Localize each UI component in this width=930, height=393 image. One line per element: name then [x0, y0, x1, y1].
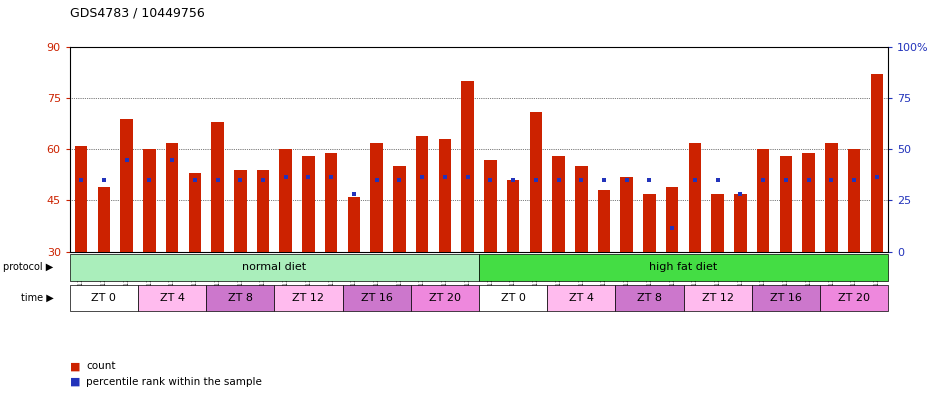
Bar	[484, 160, 497, 252]
Bar	[779, 156, 792, 252]
Bar	[751, 285, 820, 311]
Bar	[870, 74, 883, 252]
Bar	[416, 136, 429, 252]
Text: ■: ■	[70, 362, 80, 371]
Bar	[211, 122, 224, 252]
Text: high fat diet: high fat diet	[649, 263, 718, 272]
Text: ZT 12: ZT 12	[701, 293, 734, 303]
Text: ■: ■	[70, 377, 80, 387]
Bar	[598, 190, 610, 252]
Bar	[507, 180, 519, 252]
Bar	[257, 170, 269, 252]
Bar	[279, 149, 292, 252]
Bar	[684, 285, 751, 311]
Bar	[206, 285, 274, 311]
Bar	[848, 149, 860, 252]
Text: percentile rank within the sample: percentile rank within the sample	[86, 377, 262, 387]
Text: ZT 0: ZT 0	[500, 293, 525, 303]
Bar	[166, 143, 179, 252]
Bar	[70, 285, 138, 311]
Bar	[189, 173, 201, 252]
Bar	[143, 149, 155, 252]
Bar	[644, 194, 656, 252]
Bar	[74, 146, 87, 252]
Bar	[529, 112, 542, 252]
Bar	[411, 285, 479, 311]
Text: protocol ▶: protocol ▶	[3, 263, 53, 272]
Text: ZT 20: ZT 20	[838, 293, 870, 303]
Bar	[70, 254, 479, 281]
Bar	[370, 143, 383, 252]
Text: ZT 8: ZT 8	[228, 293, 253, 303]
Bar	[138, 285, 206, 311]
Bar	[825, 143, 838, 252]
Bar	[666, 187, 678, 252]
Text: ZT 4: ZT 4	[569, 293, 593, 303]
Bar	[757, 149, 769, 252]
Bar	[393, 166, 405, 252]
Text: ZT 0: ZT 0	[91, 293, 116, 303]
Text: ZT 16: ZT 16	[361, 293, 392, 303]
Bar	[120, 119, 133, 252]
Bar	[803, 153, 815, 252]
Bar	[461, 81, 473, 252]
Bar	[688, 143, 701, 252]
Text: time ▶: time ▶	[20, 293, 53, 303]
Bar	[325, 153, 338, 252]
Bar	[820, 285, 888, 311]
Bar	[616, 285, 684, 311]
Bar	[552, 156, 565, 252]
Bar	[342, 285, 411, 311]
Bar	[711, 194, 724, 252]
Bar	[348, 197, 360, 252]
Text: GDS4783 / 10449756: GDS4783 / 10449756	[70, 7, 205, 20]
Bar	[234, 170, 246, 252]
Bar	[734, 194, 747, 252]
Bar	[479, 285, 547, 311]
Text: ZT 20: ZT 20	[429, 293, 461, 303]
Text: normal diet: normal diet	[243, 263, 306, 272]
Bar	[620, 176, 633, 252]
Bar	[439, 139, 451, 252]
Bar	[98, 187, 110, 252]
Text: ZT 8: ZT 8	[637, 293, 662, 303]
Bar	[575, 166, 588, 252]
Bar	[274, 285, 342, 311]
Bar	[479, 254, 888, 281]
Bar	[302, 156, 314, 252]
Text: ZT 12: ZT 12	[292, 293, 325, 303]
Bar	[547, 285, 616, 311]
Text: ZT 16: ZT 16	[770, 293, 802, 303]
Text: ZT 4: ZT 4	[160, 293, 184, 303]
Text: count: count	[86, 362, 116, 371]
